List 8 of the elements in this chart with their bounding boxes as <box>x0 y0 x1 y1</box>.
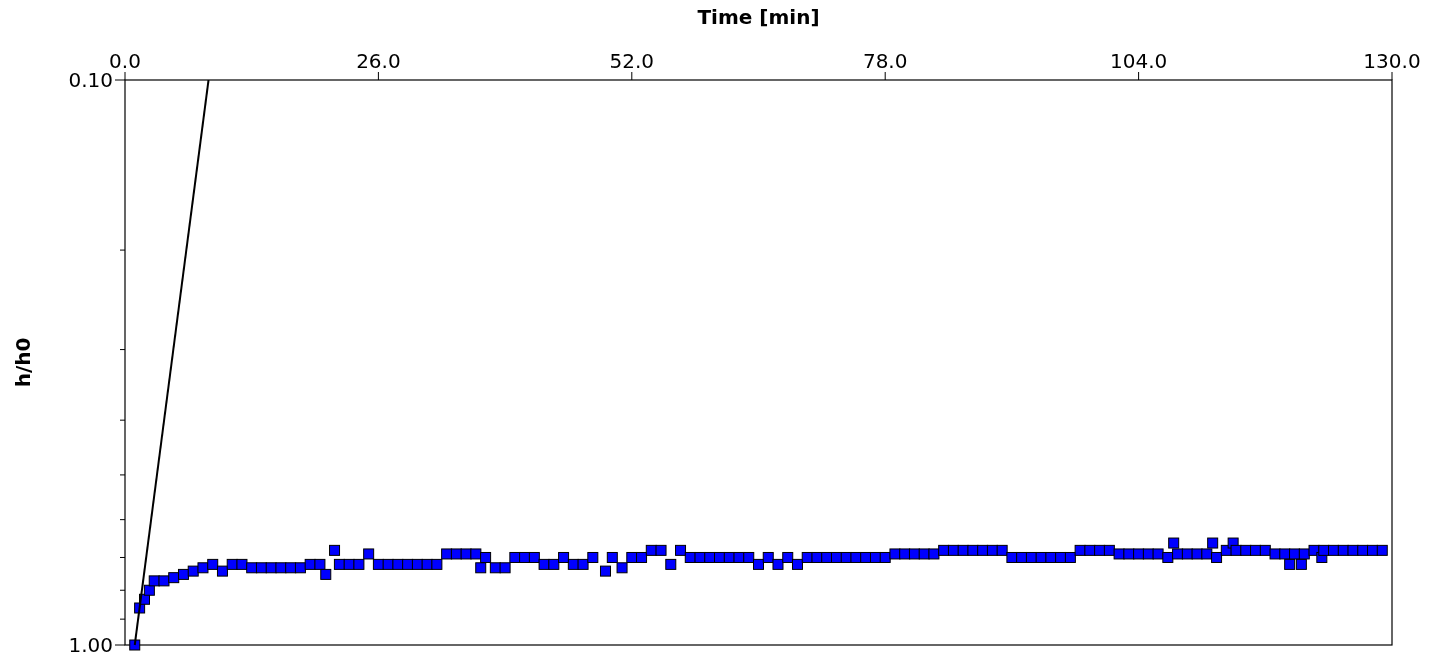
y-tick-label: 1.00 <box>68 633 113 657</box>
y-axis-title: h/h0 <box>11 337 35 388</box>
x-tick-label: 52.0 <box>609 49 655 73</box>
x-tick-label: 78.0 <box>862 49 908 73</box>
x-tick-label: 26.0 <box>356 49 401 73</box>
x-axis-title: Time [min] <box>697 5 820 29</box>
x-tick-label: 104.0 <box>1109 49 1168 73</box>
x-tick-label: 130.0 <box>1363 49 1421 73</box>
